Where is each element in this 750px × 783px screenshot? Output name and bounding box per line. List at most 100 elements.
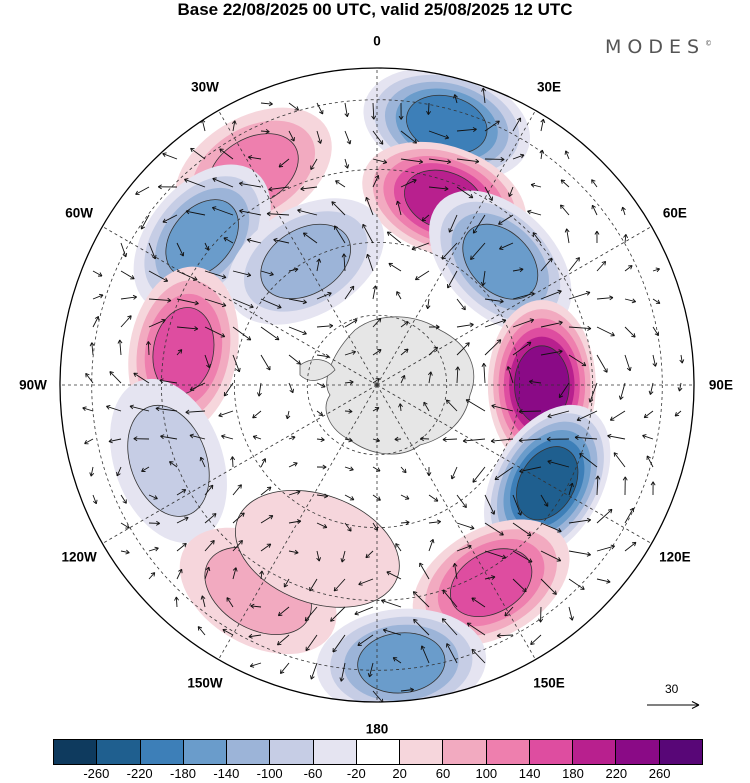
wind-arrow [579, 453, 598, 468]
wind-arrow [184, 178, 206, 188]
wind-arrow [232, 512, 245, 524]
wind-arrow [621, 206, 626, 216]
wind-arrow [223, 237, 234, 244]
wind-arrow [568, 578, 585, 590]
wind-arrow [560, 204, 570, 216]
wind-arrow [540, 550, 562, 562]
wind-arrow [304, 606, 318, 622]
wind-arrow [117, 339, 123, 356]
wind-arrow [540, 578, 557, 595]
wind-arrow [372, 130, 384, 145]
wind-arrow [471, 648, 486, 664]
wind-arrow [332, 634, 346, 653]
wind-arrow [344, 466, 354, 472]
wind-arrow [176, 349, 183, 356]
wind-arrow [498, 214, 514, 225]
wind-arrow [595, 475, 601, 496]
wind-arrow [386, 571, 402, 580]
wind-arrow [266, 211, 290, 217]
wind-arrow [310, 662, 318, 680]
wind-arrow [239, 208, 262, 216]
wind-arrow [426, 102, 432, 115]
wind-arrow [148, 242, 157, 260]
wind-arrow [677, 382, 683, 392]
wind-arrow [365, 196, 374, 216]
wind-arrow [519, 466, 542, 474]
wind-arrow [423, 401, 430, 412]
wind-arrow [260, 515, 274, 524]
wind-arrow [148, 572, 156, 580]
wind-arrow [396, 291, 402, 300]
wind-arrow [357, 634, 374, 646]
wind-arrow [568, 517, 592, 524]
wind-arrow [395, 200, 402, 216]
wind-arrow [512, 341, 532, 356]
wind-arrow [445, 399, 458, 412]
wind-arrow [288, 267, 299, 273]
wind-arrow [679, 354, 685, 364]
wind-arrow [372, 466, 381, 472]
wind-arrow [288, 354, 301, 365]
wind-arrow [155, 406, 178, 412]
wind-arrow [419, 562, 430, 580]
wind-arrow [428, 538, 435, 552]
wind-arrow [456, 322, 474, 328]
longitude-label: 150E [533, 675, 565, 691]
wind-arrow [341, 253, 347, 272]
wind-arrow [146, 341, 151, 356]
wind-arrow [540, 118, 546, 132]
wind-arrow [530, 634, 542, 645]
wind-arrow [465, 399, 486, 412]
wind-arrow [200, 595, 206, 608]
wind-arrow [330, 606, 346, 622]
wind-arrow [288, 298, 307, 305]
wind-arrow [288, 130, 295, 142]
wind-arrow [120, 294, 137, 300]
wind-arrow [395, 543, 402, 552]
wind-arrow [372, 349, 382, 356]
wind-arrow [596, 578, 611, 584]
wind-arrow [260, 543, 272, 552]
wind-arrow [204, 326, 226, 338]
wind-arrow [484, 156, 505, 162]
wind-arrow [148, 520, 160, 526]
wind-arrow [300, 186, 318, 192]
wind-arrow [624, 507, 634, 524]
wind-arrow [185, 409, 206, 415]
wind-arrow [538, 606, 544, 623]
wind-arrow [400, 348, 409, 356]
wind-arrow [400, 520, 410, 526]
wind-arrow [176, 516, 189, 524]
wind-arrow [529, 379, 542, 385]
meridian-line [376, 384, 666, 552]
wind-arrow [169, 461, 178, 468]
wind-arrow [494, 466, 514, 481]
wind-arrow [176, 298, 199, 306]
wind-arrow [607, 433, 626, 440]
wind-arrow [344, 285, 355, 300]
wind-arrow [547, 459, 570, 468]
wind-arrow [413, 618, 430, 636]
wind-arrow [354, 606, 374, 616]
wind-arrow [316, 382, 326, 388]
wind-arrow [428, 346, 439, 356]
wind-arrow [344, 130, 352, 145]
wind-arrow [358, 578, 374, 586]
wind-arrow [372, 407, 380, 412]
wind-arrow [414, 270, 430, 281]
wind-arrow [613, 452, 626, 468]
wind-arrow [642, 434, 654, 440]
wind-arrow [512, 117, 522, 132]
colorbar-swatch [356, 740, 401, 764]
wind-arrow [484, 186, 493, 201]
wind-arrow [367, 662, 374, 678]
wind-arrow [340, 550, 346, 563]
wind-arrow [648, 382, 654, 395]
colorbar-swatch [54, 740, 98, 764]
wind-arrow [596, 544, 615, 552]
wind-arrow [540, 522, 562, 533]
wind-arrow [504, 606, 514, 617]
wind-arrow [456, 298, 466, 311]
wind-arrow [232, 270, 252, 278]
wind-arrow [260, 298, 282, 309]
